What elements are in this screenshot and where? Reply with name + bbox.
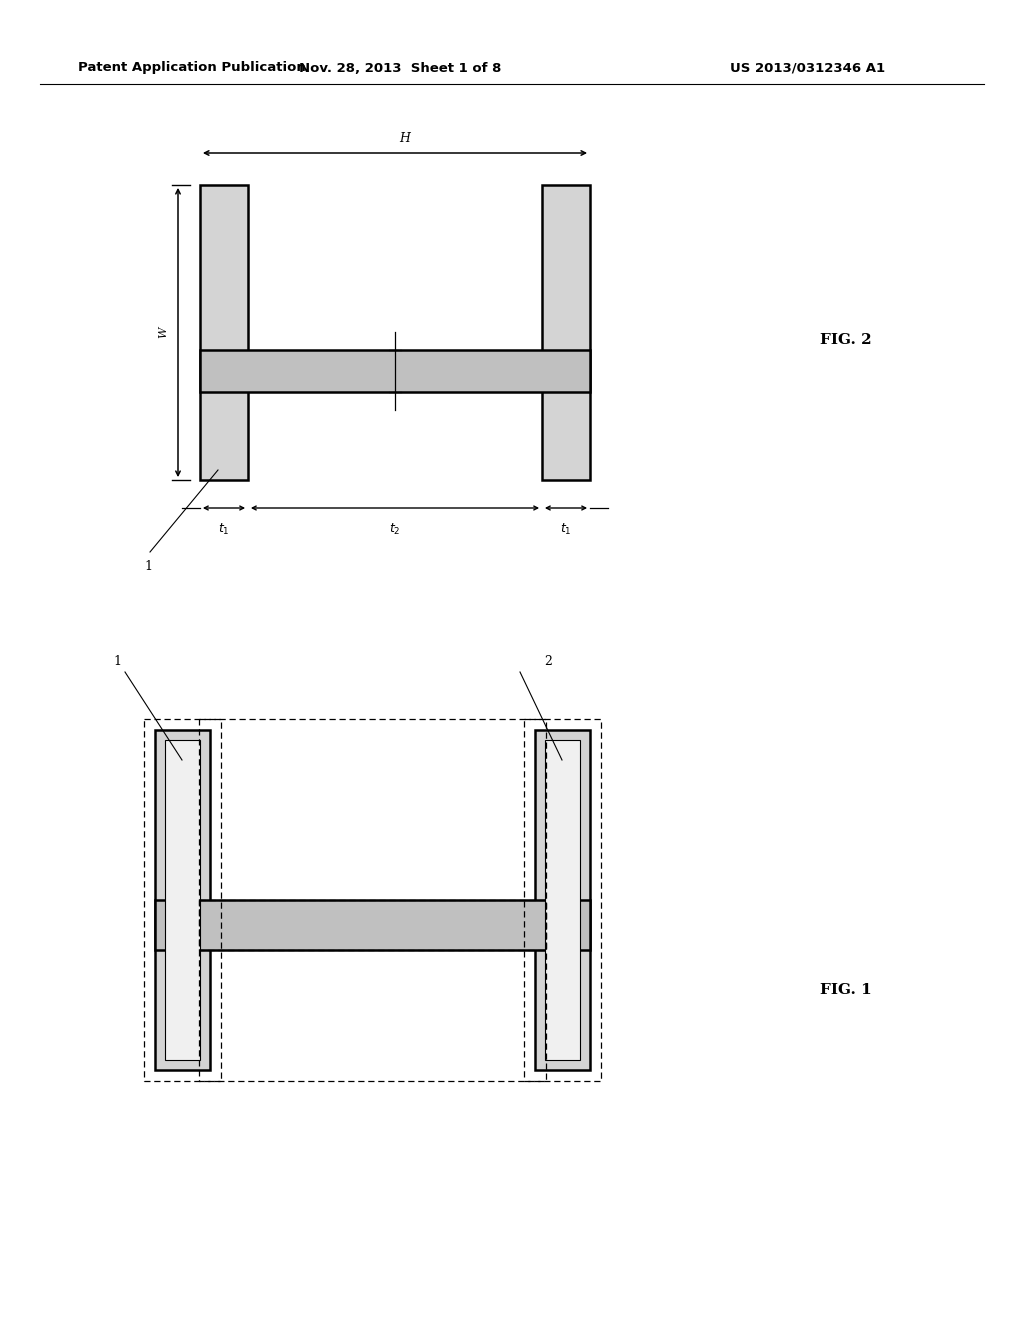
Bar bbox=[155, 730, 210, 1071]
Bar bbox=[535, 730, 590, 1071]
Bar bbox=[200, 185, 248, 480]
Bar bbox=[545, 741, 580, 1060]
Text: Patent Application Publication: Patent Application Publication bbox=[78, 62, 306, 74]
Text: $t_2$: $t_2$ bbox=[389, 521, 400, 537]
Text: W: W bbox=[158, 327, 168, 338]
Text: Nov. 28, 2013  Sheet 1 of 8: Nov. 28, 2013 Sheet 1 of 8 bbox=[299, 62, 501, 74]
Bar bbox=[144, 719, 221, 1081]
Text: FIG. 2: FIG. 2 bbox=[820, 333, 871, 347]
Bar bbox=[155, 900, 590, 950]
Text: $t_1$: $t_1$ bbox=[560, 521, 571, 537]
Text: H: H bbox=[399, 132, 411, 145]
Text: US 2013/0312346 A1: US 2013/0312346 A1 bbox=[730, 62, 885, 74]
Bar bbox=[199, 900, 546, 1081]
Text: 2: 2 bbox=[544, 655, 552, 668]
Text: FIG. 1: FIG. 1 bbox=[820, 983, 871, 997]
Text: 1: 1 bbox=[144, 560, 152, 573]
Bar bbox=[200, 350, 590, 392]
Text: 1: 1 bbox=[113, 655, 121, 668]
Bar bbox=[199, 719, 546, 950]
Bar bbox=[165, 741, 200, 1060]
Bar bbox=[524, 719, 601, 1081]
Text: $t_1$: $t_1$ bbox=[218, 521, 229, 537]
Bar bbox=[542, 185, 590, 480]
